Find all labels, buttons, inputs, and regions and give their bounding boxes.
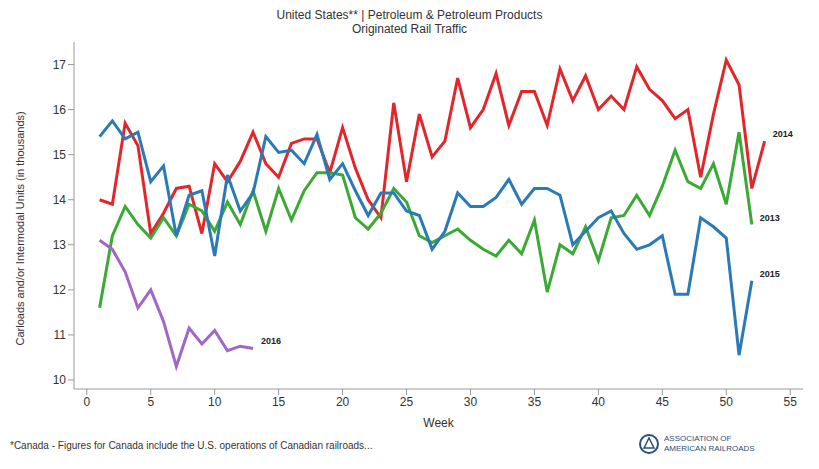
html-text:Originated Rail Traffic: Originated Rail Traffic (351, 22, 468, 36)
svg-text:10: 10 (208, 395, 222, 409)
svg-text:0: 0 (83, 395, 90, 409)
svg-text:2016: 2016 (261, 336, 281, 346)
svg-text:14: 14 (53, 193, 67, 207)
svg-text:10: 10 (53, 373, 67, 387)
svg-text:12: 12 (53, 283, 67, 297)
svg-text:15: 15 (272, 395, 286, 409)
svg-text:13: 13 (53, 238, 67, 252)
svg-text:17: 17 (53, 58, 67, 72)
html-text:ASSOCIATION OF: ASSOCIATION OF (664, 434, 732, 443)
svg-text:45: 45 (656, 395, 670, 409)
svg-text:Carloads and/or Intermodal Uni: Carloads and/or Intermodal Units (in tho… (14, 111, 26, 345)
svg-text:55: 55 (784, 395, 798, 409)
svg-text:50: 50 (720, 395, 734, 409)
svg-text:2013: 2013 (760, 213, 780, 223)
svg-text:5: 5 (147, 395, 154, 409)
svg-text:11: 11 (54, 328, 67, 342)
svg-text:25: 25 (400, 395, 414, 409)
svg-text:2015: 2015 (760, 269, 780, 279)
html-text:AMERICAN RAILROADS: AMERICAN RAILROADS (664, 444, 755, 453)
svg-text:40: 40 (592, 395, 606, 409)
svg-text:2014: 2014 (773, 129, 793, 139)
svg-text:16: 16 (53, 103, 67, 117)
svg-text:30: 30 (464, 395, 478, 409)
svg-text:35: 35 (528, 395, 542, 409)
svg-text:20: 20 (336, 395, 350, 409)
svg-text:Week: Week (423, 416, 454, 430)
html-text:*Canada - Figures for Canada i: *Canada - Figures for Canada include the… (10, 440, 373, 451)
html-text:United States** | Petroleum &: United States** | Petroleum & Petroleum … (276, 8, 543, 22)
svg-text:15: 15 (53, 148, 67, 162)
